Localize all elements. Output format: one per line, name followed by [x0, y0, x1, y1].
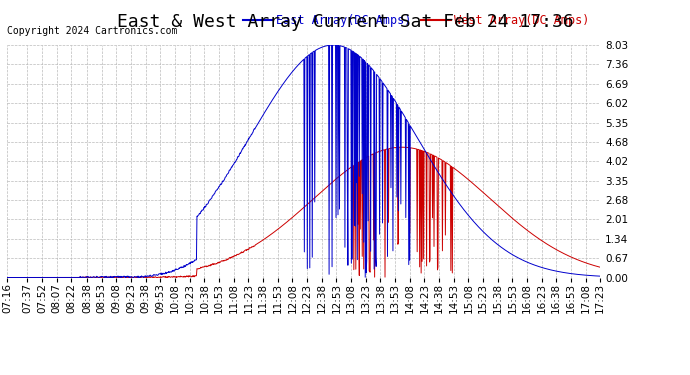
Text: East & West Array Current Sat Feb 24 17:36: East & West Array Current Sat Feb 24 17:… [117, 13, 573, 31]
Text: Copyright 2024 Cartronics.com: Copyright 2024 Cartronics.com [7, 26, 177, 36]
Legend: East Array(DC Amps), West Array(DC Amps): East Array(DC Amps), West Array(DC Amps) [239, 9, 594, 32]
